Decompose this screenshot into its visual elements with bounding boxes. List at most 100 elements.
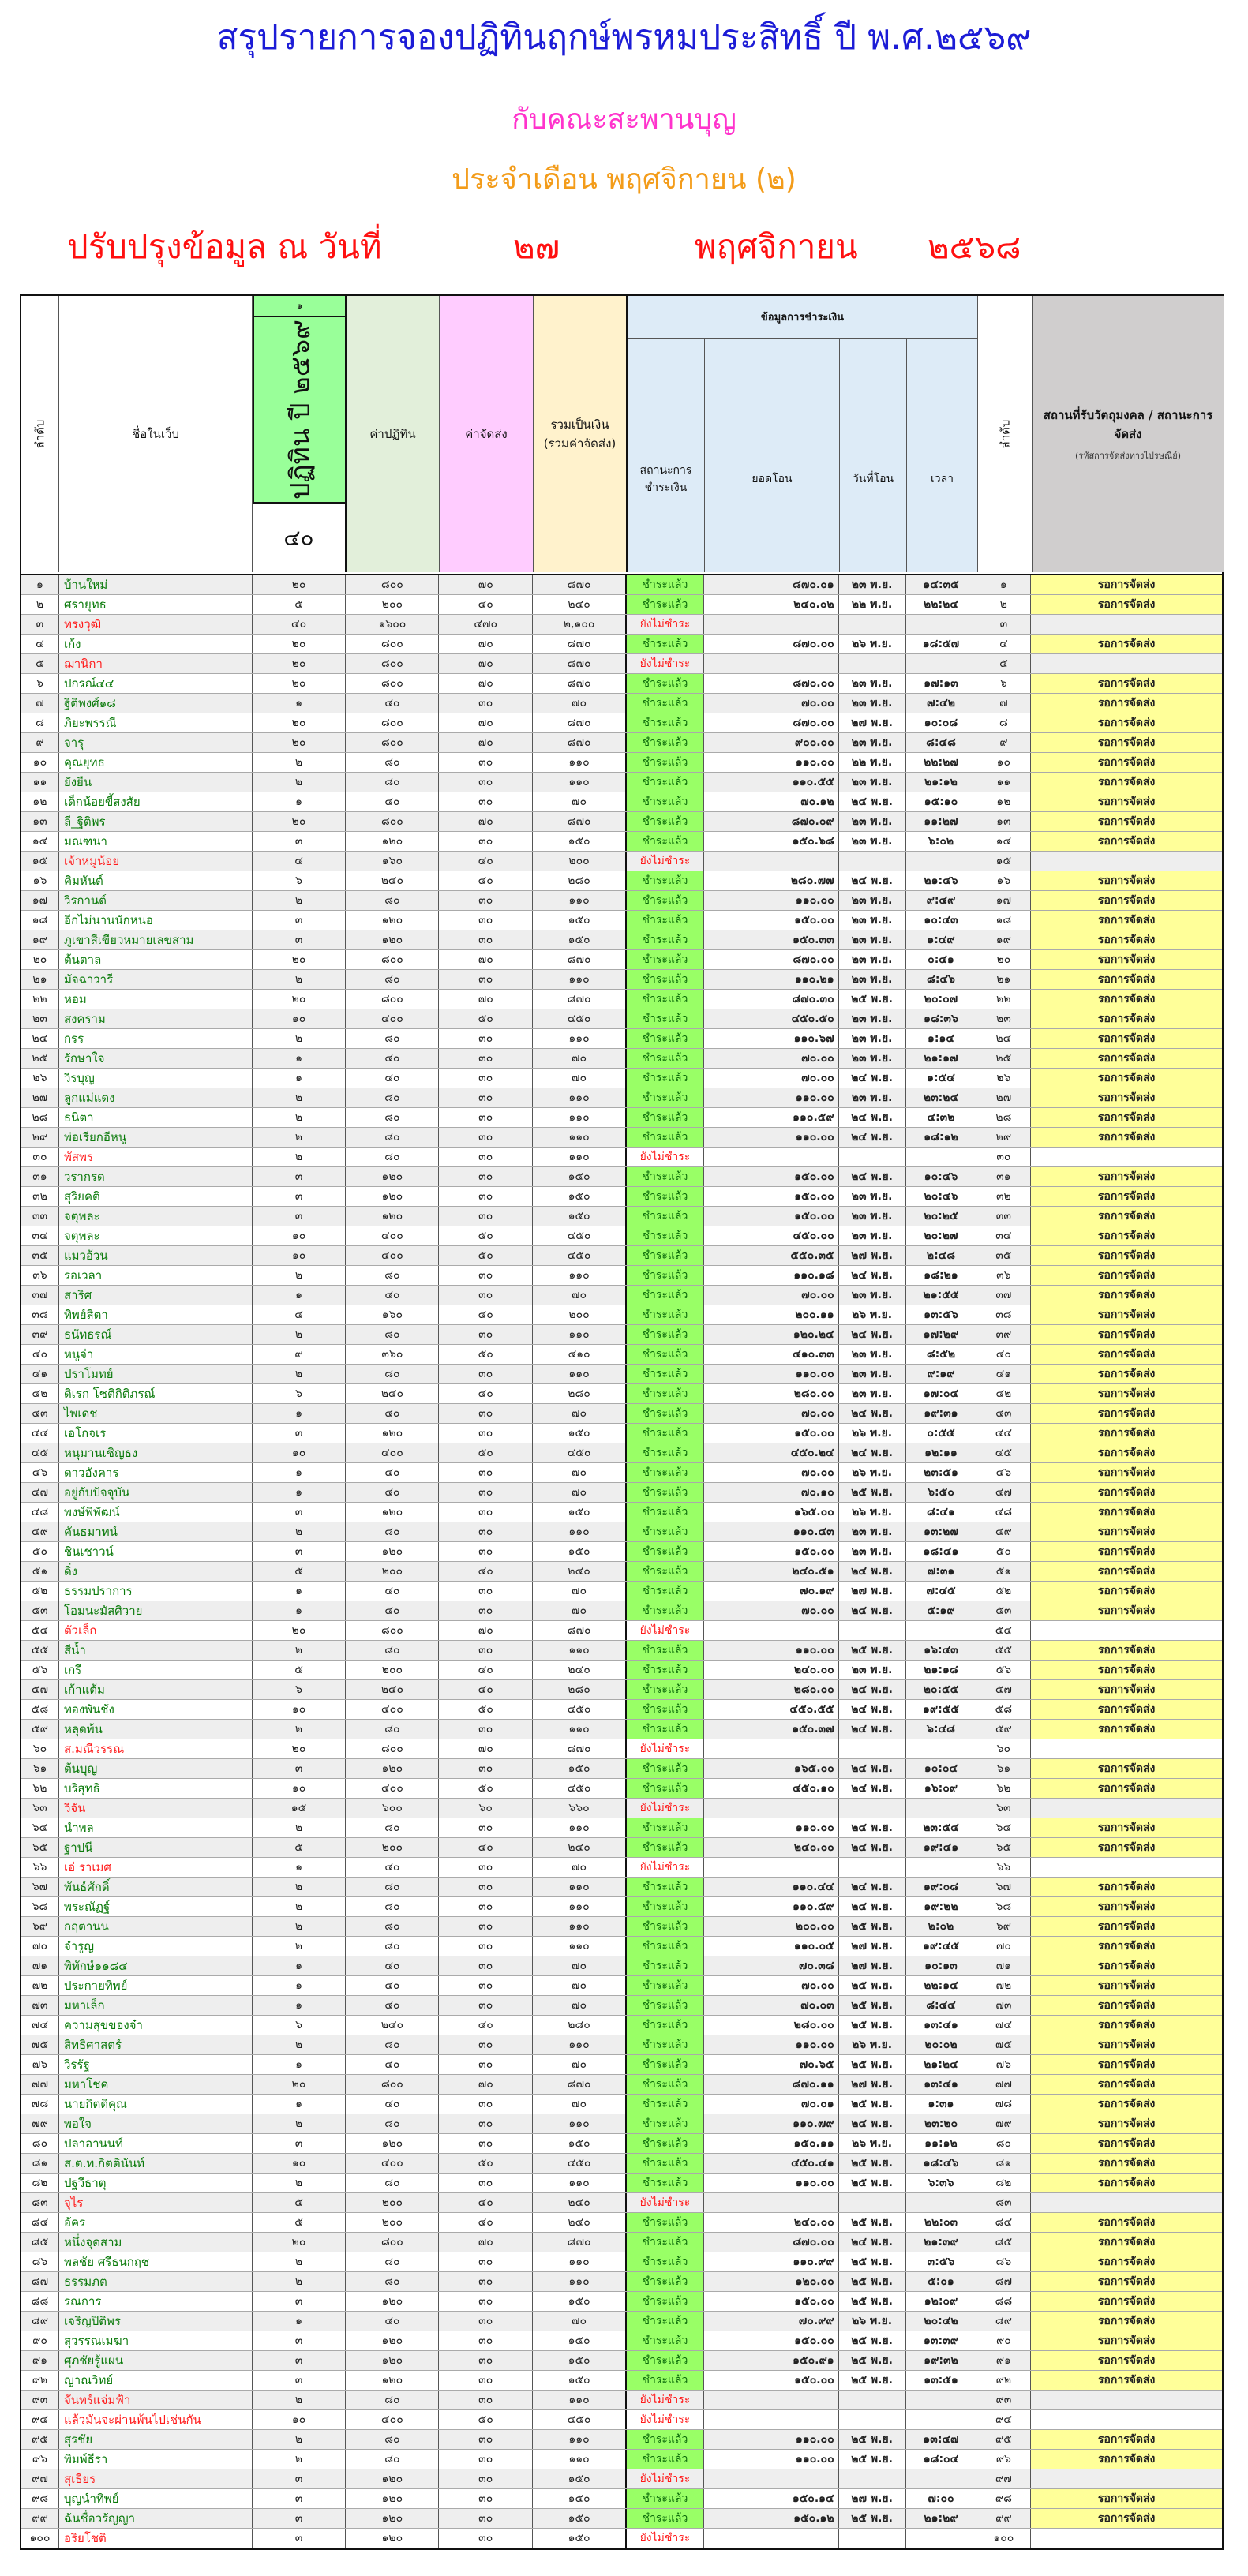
table-row: ๙๗ สุเธียร๓๑๒๐ ๓๐ ๑๕๐ ยังไม่ชำระ ๙๗ bbox=[21, 2469, 1222, 2489]
shipping-fee: ๔๐ bbox=[439, 595, 534, 614]
transfer-amount: ๘๗๐.๐๐ bbox=[704, 674, 839, 693]
header-qty-bottom: ๔๐ bbox=[253, 504, 347, 572]
quantity: ๒ bbox=[253, 1818, 347, 1837]
calendar-price: ๔๐ bbox=[346, 1404, 440, 1423]
quantity: ๒๐ bbox=[253, 575, 347, 594]
row-number-right: ๗๔ bbox=[976, 2016, 1032, 2035]
transfer-date: ๒๕ พ.ย. bbox=[839, 2213, 906, 2232]
booking-name: ดิเรก โชติกิติภรณ์ bbox=[59, 1384, 253, 1403]
row-number-right: ๒ bbox=[976, 595, 1032, 614]
shipping-fee: ๗๐ bbox=[439, 1621, 534, 1640]
shipping-fee: ๔๐ bbox=[439, 1305, 534, 1324]
shipping-fee: ๓๐ bbox=[439, 891, 534, 910]
total-amount: ๔๕๐ bbox=[533, 1779, 627, 1798]
quantity: ๑ bbox=[253, 1956, 347, 1975]
row-number-right: ๗๑ bbox=[976, 1956, 1032, 1975]
transfer-amount: ๗๐.๐๐ bbox=[704, 1286, 839, 1305]
transfer-time: ๒๑:๓๙ bbox=[906, 2233, 977, 2252]
transfer-amount: ๑๑๐.๗๙ bbox=[704, 2114, 839, 2133]
delivery-status: รอการจัดส่ง bbox=[1031, 1956, 1222, 1975]
calendar-price: ๓๖๐ bbox=[346, 1345, 440, 1364]
row-number-right: ๕๕ bbox=[976, 1641, 1032, 1660]
payment-status: ชำระแล้ว bbox=[627, 2430, 704, 2449]
total-amount: ๒,๑๐๐ bbox=[533, 615, 627, 634]
transfer-amount: ๗๐.๐๑ bbox=[704, 2095, 839, 2114]
transfer-time: ๒๑:๒๙ bbox=[906, 2509, 977, 2528]
row-number: ๙๕ bbox=[21, 2430, 59, 2449]
transfer-time: ๑:๑๔ bbox=[906, 1029, 977, 1048]
transfer-amount: ๑๕๐.๐๐ bbox=[704, 2371, 839, 2390]
total-amount: ๒๔๐ bbox=[533, 2213, 627, 2232]
quantity: ๒๐ bbox=[253, 713, 347, 732]
total-amount: ๑๑๐ bbox=[533, 2391, 627, 2409]
calendar-price: ๑๒๐ bbox=[346, 930, 440, 949]
payment-status: ชำระแล้ว bbox=[627, 812, 704, 831]
shipping-fee: ๓๐ bbox=[439, 2292, 534, 2311]
row-number: ๓๖ bbox=[21, 1266, 59, 1285]
delivery-status: รอการจัดส่ง bbox=[1031, 2351, 1222, 2370]
booking-name: ชินเชาวน์ bbox=[59, 1542, 253, 1561]
row-number: ๒๘ bbox=[21, 1108, 59, 1127]
booking-name: หอม bbox=[59, 990, 253, 1009]
payment-status: ชำระแล้ว bbox=[627, 635, 704, 653]
shipping-fee: ๕๐ bbox=[439, 1009, 534, 1028]
total-amount: ๑๑๐ bbox=[533, 753, 627, 772]
delivery-status: รอการจัดส่ง bbox=[1031, 2509, 1222, 2528]
booking-name: เกรี bbox=[59, 1661, 253, 1679]
booking-name: ดิ่ง bbox=[59, 1562, 253, 1581]
transfer-amount: ๑๕๐.๐๐ bbox=[704, 1542, 839, 1561]
row-number: ๒๙ bbox=[21, 1128, 59, 1147]
shipping-fee: ๓๐ bbox=[439, 1207, 534, 1226]
row-number: ๔๖ bbox=[21, 1463, 59, 1482]
transfer-time bbox=[906, 2469, 977, 2488]
table-row: ๖๘ พระณัฏฐ์๒๘๐ ๓๐ ๑๑๐ ชำระแล้ว ๑๑๐.๕๙ ๒๔ พ.ย. ๑… bbox=[21, 1897, 1222, 1917]
total-amount: ๒๘๐ bbox=[533, 1384, 627, 1403]
transfer-date: ๒๖ พ.ย. bbox=[839, 2035, 906, 2054]
payment-status: ชำระแล้ว bbox=[627, 930, 704, 949]
delivery-status: รอการจัดส่ง bbox=[1031, 1996, 1222, 2015]
shipping-fee: ๓๐ bbox=[439, 1088, 534, 1107]
transfer-amount: ๒๐๐.๑๑ bbox=[704, 1305, 839, 1324]
calendar-price: ๔๐๐ bbox=[346, 2410, 440, 2429]
table-row: ๒๘ ธนิตา๒๘๐ ๓๐ ๑๑๐ ชำระแล้ว ๑๑๐.๕๙ ๒๔ พ.ย. ๔:๓๒… bbox=[21, 1108, 1222, 1128]
payment-status: ยังไม่ชำระ bbox=[627, 2529, 704, 2548]
row-number: ๙๖ bbox=[21, 2450, 59, 2469]
row-number: ๔๑ bbox=[21, 1365, 59, 1383]
row-number: ๘๕ bbox=[21, 2233, 59, 2252]
delivery-status: รอการจัดส่ง bbox=[1031, 792, 1222, 811]
calendar-price: ๔๐๐ bbox=[346, 1246, 440, 1265]
total-amount: ๑๑๐ bbox=[533, 1128, 627, 1147]
transfer-time: ๖:๕๐ bbox=[906, 1483, 977, 1502]
row-number-right: ๑๔ bbox=[976, 832, 1032, 851]
table-row: ๘๑ ส.ต.ท.กิตตินันท์ ๑๐ ๔๐๐ ๕๐ ๔๕๐ ชำระแล้ว ๔๕๐.… bbox=[21, 2154, 1222, 2174]
row-number: ๖๙ bbox=[21, 1917, 59, 1936]
transfer-date: ๒๔ พ.ย. bbox=[839, 1562, 906, 1581]
shipping-fee: ๗๐ bbox=[439, 635, 534, 653]
quantity: ๓ bbox=[253, 911, 347, 930]
table-row: ๘๙ เจริญปิติพร๑๔๐ ๓๐ ๗๐ ชำระแล้ว ๗๐.๙๙ ๒๖ พ.ย.… bbox=[21, 2312, 1222, 2331]
total-amount: ๑๑๐ bbox=[533, 1266, 627, 1285]
transfer-time: ๑๗:๑๓ bbox=[906, 674, 977, 693]
payment-status: ชำระแล้ว bbox=[627, 1720, 704, 1739]
calendar-price: ๒๔๐ bbox=[346, 1384, 440, 1403]
quantity: ๓ bbox=[253, 1187, 347, 1206]
row-number: ๒๔ bbox=[21, 1029, 59, 1048]
transfer-amount bbox=[704, 654, 839, 673]
row-number: ๗๘ bbox=[21, 2095, 59, 2114]
calendar-price: ๘๐ bbox=[346, 753, 440, 772]
row-number: ๕๘ bbox=[21, 1700, 59, 1719]
quantity: ๖ bbox=[253, 2016, 347, 2035]
calendar-price: ๘๐ bbox=[346, 1148, 440, 1166]
payment-status: ชำระแล้ว bbox=[627, 2351, 704, 2370]
delivery-status: รอการจัดส่ง bbox=[1031, 911, 1222, 930]
shipping-fee: ๓๐ bbox=[439, 2529, 534, 2548]
row-number-right: ๗๐ bbox=[976, 1937, 1032, 1956]
transfer-date bbox=[839, 2469, 906, 2488]
shipping-fee: ๓๐ bbox=[439, 1858, 534, 1877]
row-number-right: ๖๗ bbox=[976, 1878, 1032, 1896]
calendar-price: ๘๐ bbox=[346, 1818, 440, 1837]
transfer-amount: ๒๐๐.๐๐ bbox=[704, 1917, 839, 1936]
booking-name: พระณัฏฐ์ bbox=[59, 1897, 253, 1916]
total-amount: ๑๑๐ bbox=[533, 1088, 627, 1107]
transfer-time: ๑๙:๐๘ bbox=[906, 1878, 977, 1896]
